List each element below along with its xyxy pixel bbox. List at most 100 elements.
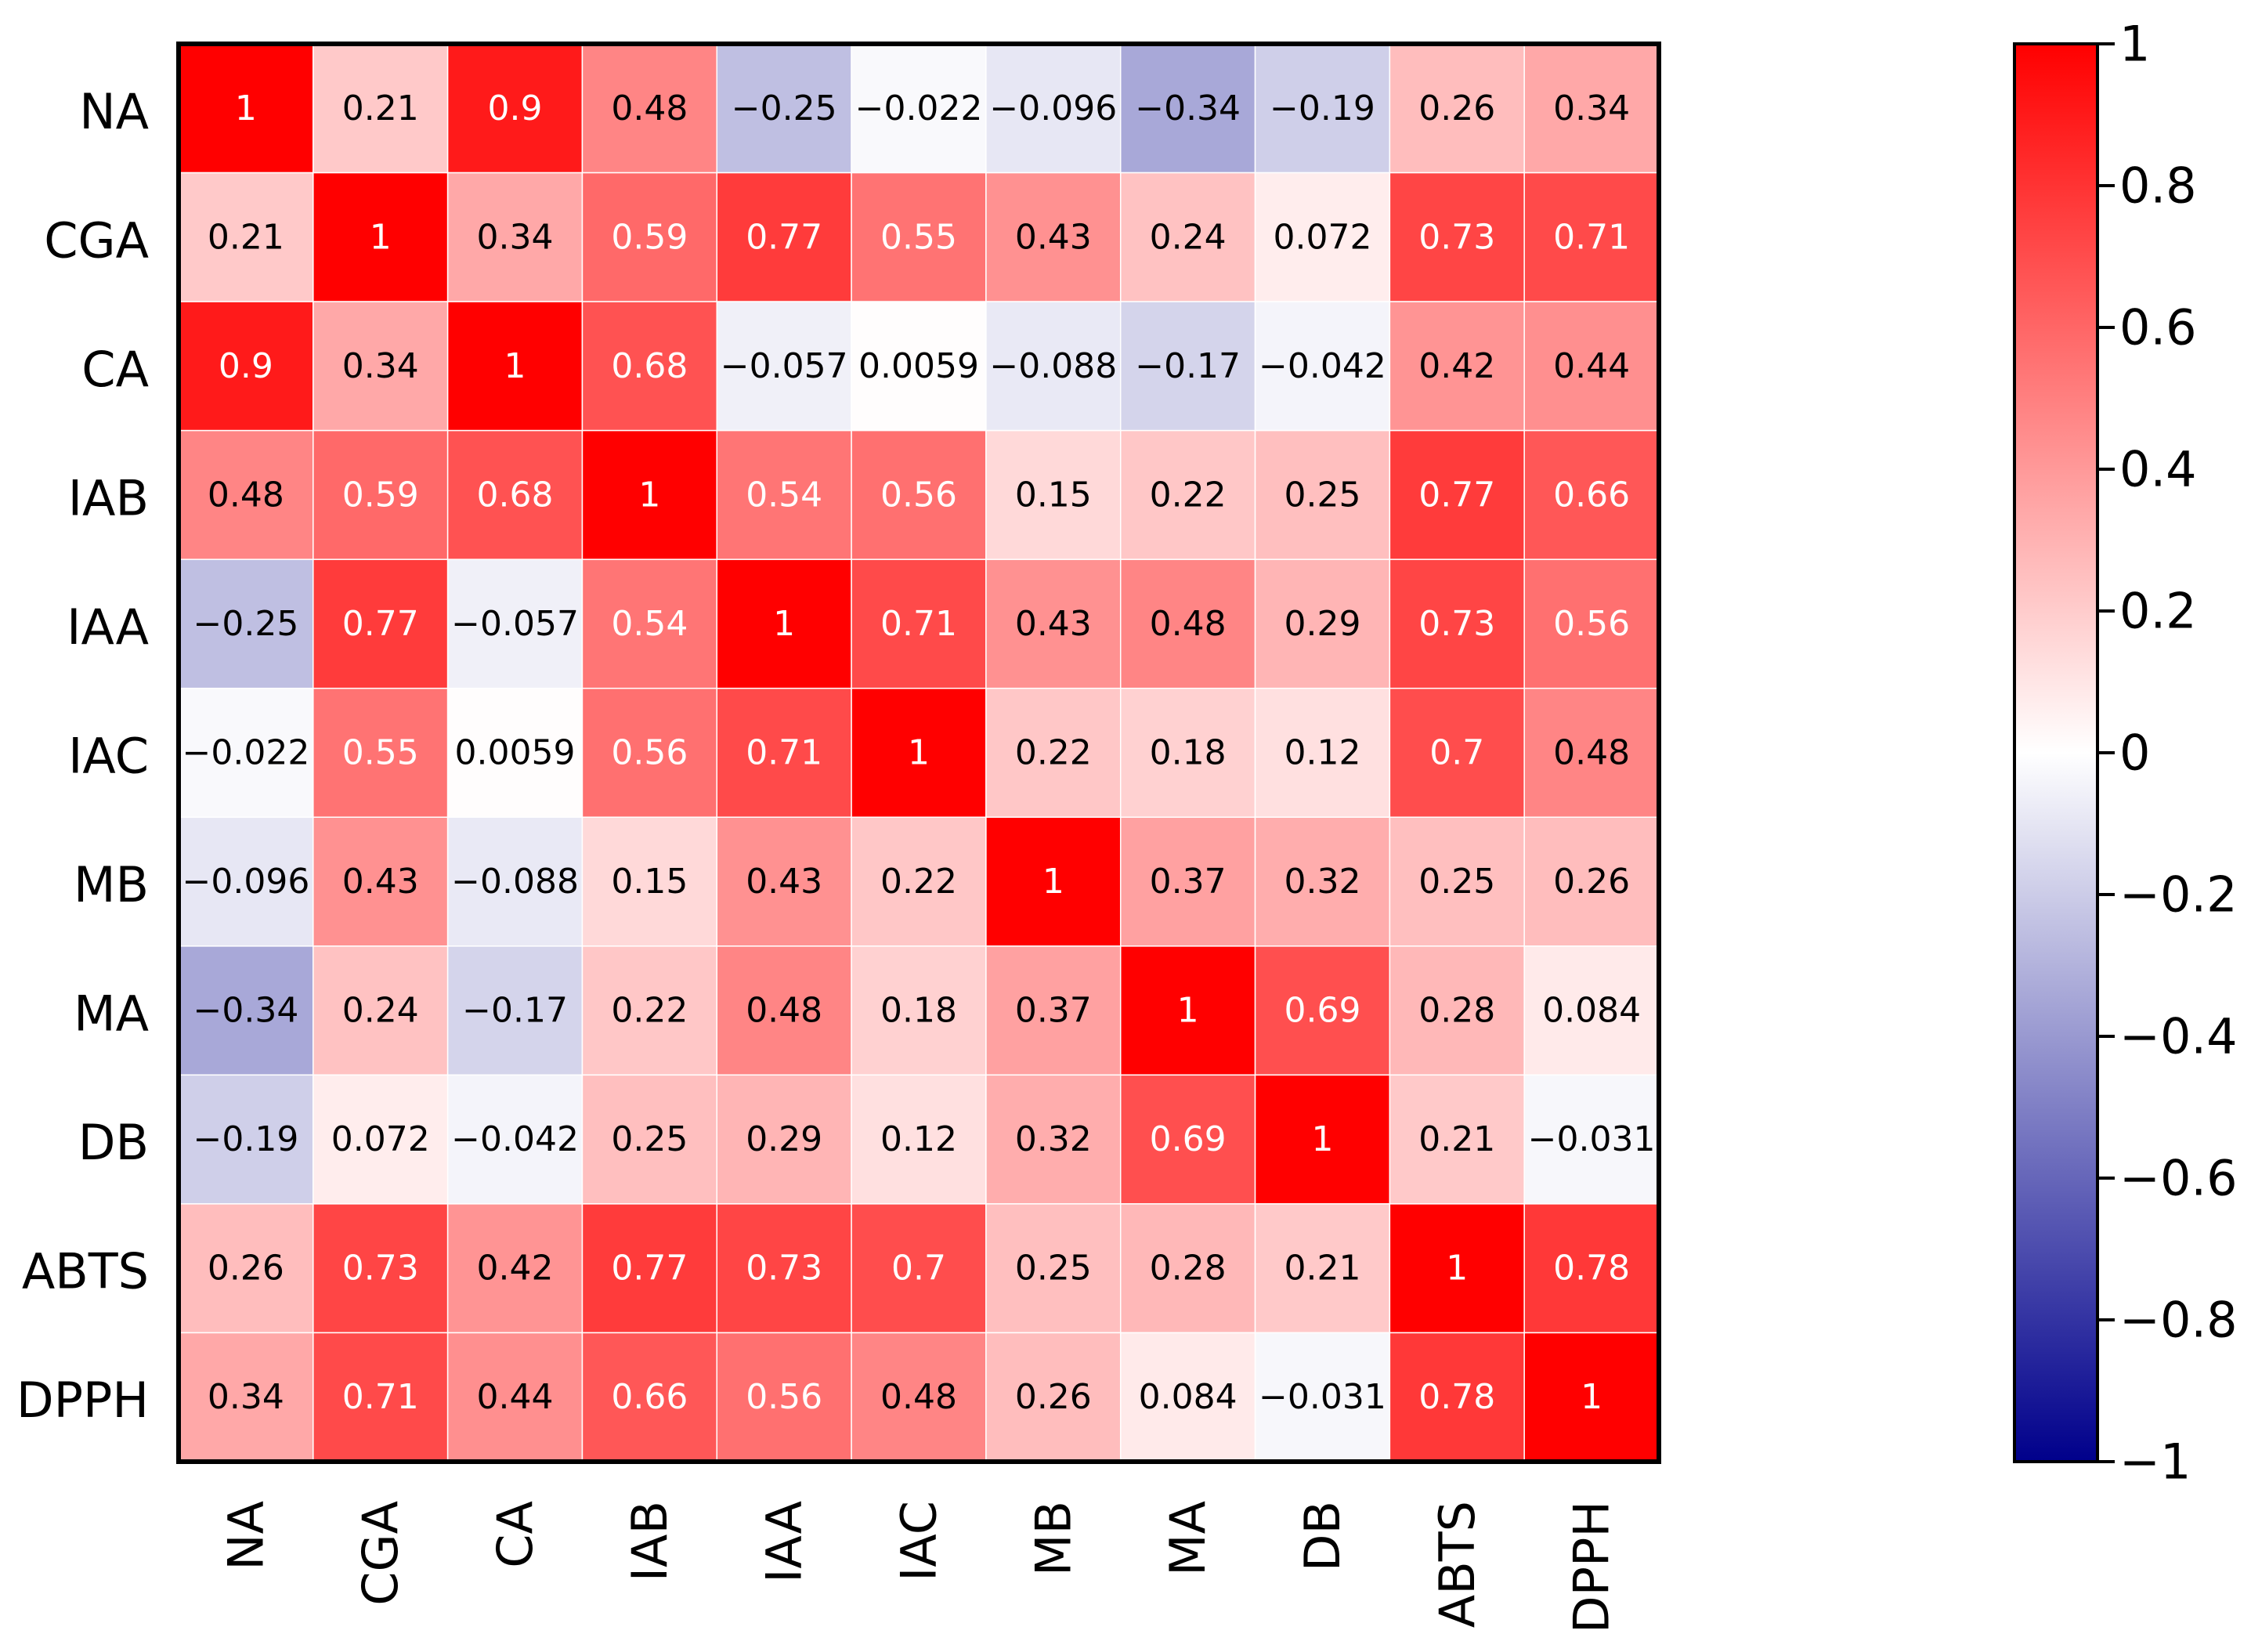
cell-value-label: 0.28	[1418, 991, 1495, 1031]
heatmap-cell	[1389, 558, 1525, 689]
heatmap-cell	[851, 945, 987, 1076]
cell-value-label: 0.37	[1150, 862, 1227, 902]
row-label: DB	[78, 1114, 149, 1171]
heatmap-cell	[1523, 558, 1660, 689]
column-label: CGA	[352, 1501, 409, 1606]
heatmap-cell	[1254, 301, 1391, 432]
cell-value-label: 0.15	[611, 862, 688, 902]
cell-value-label: 0.26	[1553, 862, 1630, 902]
column-label: IAB	[621, 1501, 678, 1582]
heatmap-cell	[716, 816, 852, 947]
heatmap-cell	[581, 429, 718, 560]
heatmap-cell	[446, 1332, 584, 1462]
cell-value-label: 1	[773, 604, 795, 644]
cell-value-label: 0.12	[1284, 733, 1360, 773]
colorbar-tick-label: −1	[2119, 1433, 2191, 1491]
cell-value-label: 0.32	[1015, 1119, 1092, 1159]
cell-value-label: 0.34	[208, 1377, 284, 1417]
heatmap-cell	[581, 558, 718, 689]
heatmap-cell	[851, 301, 987, 432]
heatmap-cell	[985, 1074, 1122, 1205]
colorbar-tick-label: 0.4	[2119, 441, 2197, 498]
row-label: DPPH	[16, 1372, 149, 1429]
cell-value-label: −0.088	[989, 346, 1117, 386]
cell-value-label: −0.031	[1259, 1377, 1386, 1417]
row-label: ABTS	[22, 1243, 149, 1300]
heatmap-cell	[985, 1203, 1122, 1334]
heatmap-cell	[313, 43, 449, 174]
cell-value-label: 0.084	[1542, 991, 1641, 1031]
cell-value-label: 0.22	[611, 991, 688, 1031]
cell-value-label: 0.48	[1553, 733, 1630, 773]
cell-value-label: 0.48	[746, 991, 822, 1031]
colorbar: 1 0.8 0.6 0.4 0.2 0 −0.2 −0.4 −0.6 −0.8 −1	[2013, 16, 2238, 1491]
cell-value-label: 0.48	[880, 1377, 957, 1417]
heatmap-cell	[446, 816, 584, 947]
heatmap-cell	[1254, 1332, 1391, 1462]
heatmap-cell	[313, 172, 449, 302]
heatmap-cell	[581, 816, 718, 947]
row-label: NA	[79, 83, 149, 140]
cell-value-label: 0.42	[1418, 346, 1495, 386]
cell-value-label: 0.54	[746, 475, 822, 515]
cell-value-label: −0.022	[182, 733, 309, 773]
colorbar-tick-label: 0	[2119, 725, 2150, 782]
heatmap-cell-labels: 1 0.21 0.9 0.48 −0.25 −0.022 −0.096 −0.34 −0.19 0…	[182, 89, 1655, 1417]
heatmap-cell	[313, 1332, 449, 1462]
heatmap-cell	[716, 43, 852, 174]
cell-value-label: 0.73	[342, 1249, 419, 1289]
heatmap-cell	[851, 558, 987, 689]
heatmap-cell	[178, 43, 314, 174]
cell-value-label: 0.77	[1418, 475, 1495, 515]
heatmap-cell	[581, 172, 718, 302]
row-label: MB	[74, 856, 149, 913]
row-label: CGA	[44, 211, 149, 269]
heatmap-cell	[851, 1203, 987, 1334]
colorbar-tick-label: −0.8	[2119, 1292, 2238, 1349]
heatmap-cell	[178, 1074, 314, 1205]
cell-value-label: 0.26	[1418, 89, 1495, 128]
colorbar-tick-label: −0.4	[2119, 1008, 2238, 1065]
cell-value-label: 0.43	[1015, 604, 1092, 644]
heatmap-cell	[851, 1074, 987, 1205]
cell-value-label: −0.042	[1259, 346, 1386, 386]
cell-value-label: 0.7	[891, 1249, 946, 1289]
cell-value-label: 0.084	[1139, 1377, 1238, 1417]
cell-value-label: 1	[1311, 1119, 1333, 1159]
colorbar-gradient	[2013, 42, 2099, 1463]
cell-value-label: 0.73	[746, 1249, 822, 1289]
cell-value-label: 0.29	[746, 1119, 822, 1159]
cell-value-label: 0.22	[1150, 475, 1227, 515]
heatmap-cell	[851, 43, 987, 174]
heatmap-cell	[581, 1074, 718, 1205]
heatmap-cell	[985, 816, 1122, 947]
cell-value-label: 0.78	[1418, 1377, 1495, 1417]
cell-value-label: 1	[908, 733, 930, 773]
heatmap-cell	[178, 558, 314, 689]
heatmap-cell	[178, 1332, 314, 1462]
cell-value-label: 1	[1581, 1377, 1602, 1417]
heatmap-cell	[716, 1203, 852, 1334]
cell-value-label: 0.21	[208, 217, 284, 257]
heatmap-cell	[581, 43, 718, 174]
heatmap-cell	[1254, 558, 1391, 689]
cell-value-label: 0.43	[746, 862, 822, 902]
heatmap-cell	[1254, 945, 1391, 1076]
heatmap-cell	[313, 945, 449, 1076]
column-label: ABTS	[1429, 1501, 1486, 1628]
cell-value-label: 0.0059	[455, 733, 576, 773]
cell-value-label: 0.25	[1015, 1249, 1092, 1289]
colorbar-ticks: 1 0.8 0.6 0.4 0.2 0 −0.2 −0.4 −0.6 −0.8 −1	[2097, 16, 2238, 1491]
heatmap-cell	[1119, 1203, 1256, 1334]
column-label: IAC	[891, 1501, 948, 1582]
cell-value-label: −0.096	[989, 89, 1117, 128]
heatmap-cell	[313, 429, 449, 560]
heatmap-cell	[1254, 429, 1391, 560]
cell-value-label: −0.096	[182, 862, 309, 902]
cell-value-label: −0.25	[732, 89, 837, 128]
column-label: MA	[1159, 1501, 1216, 1576]
cell-value-label: −0.19	[1270, 89, 1375, 128]
heatmap-cell	[581, 1203, 718, 1334]
cell-value-label: 0.77	[611, 1249, 688, 1289]
heatmap-cell	[716, 1332, 852, 1462]
